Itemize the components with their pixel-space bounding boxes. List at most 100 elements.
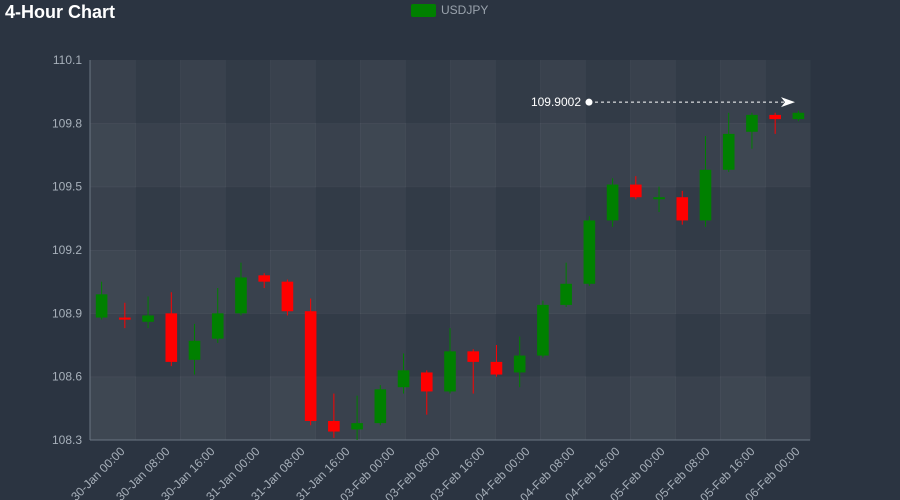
candle-body bbox=[258, 275, 270, 282]
candle-body bbox=[142, 315, 154, 322]
plot-band bbox=[630, 313, 676, 378]
plot-band bbox=[270, 186, 316, 251]
plot-band bbox=[585, 313, 631, 377]
plot-band bbox=[360, 250, 406, 314]
candle-body bbox=[606, 184, 619, 221]
plot-band bbox=[540, 186, 586, 251]
candle-body bbox=[722, 133, 735, 170]
plot-band bbox=[180, 186, 226, 251]
candle-body bbox=[630, 184, 642, 198]
plot-band bbox=[180, 123, 226, 188]
plot-band bbox=[90, 186, 136, 251]
plot-band bbox=[180, 250, 226, 314]
plot-band bbox=[630, 376, 676, 441]
candle-body bbox=[165, 313, 178, 362]
annotation-dot bbox=[585, 98, 593, 106]
plot-band bbox=[90, 123, 136, 188]
legend-label-usdjpy: USDJPY bbox=[441, 3, 489, 17]
plot-band bbox=[90, 60, 136, 124]
legend[interactable]: USDJPY bbox=[411, 3, 488, 17]
plot-band bbox=[630, 186, 676, 251]
plot-band bbox=[225, 313, 271, 377]
plot-band bbox=[360, 313, 406, 378]
plot-band bbox=[720, 313, 766, 378]
plot-band bbox=[405, 313, 451, 377]
plot-band bbox=[495, 123, 541, 188]
plot-band bbox=[135, 187, 181, 251]
plot-band bbox=[315, 60, 361, 124]
candle-body bbox=[699, 169, 712, 221]
plot-band bbox=[675, 250, 721, 314]
plot-band bbox=[495, 376, 541, 441]
plot-band bbox=[225, 123, 271, 188]
plot-band bbox=[315, 313, 361, 377]
plot-band bbox=[495, 60, 541, 124]
y-tick-label: 109.5 bbox=[52, 180, 82, 194]
candle-body bbox=[560, 283, 572, 305]
candle-body bbox=[792, 112, 805, 120]
plot-band bbox=[630, 250, 676, 314]
candle-body bbox=[95, 294, 108, 318]
candle-body bbox=[769, 114, 781, 120]
plot-band bbox=[720, 186, 766, 251]
plot-band bbox=[405, 187, 451, 251]
plot-band bbox=[450, 186, 496, 251]
candle-body bbox=[211, 313, 224, 339]
y-tick-label: 110.1 bbox=[53, 53, 82, 67]
candle-body bbox=[467, 351, 480, 362]
plot-band bbox=[315, 187, 361, 251]
plot-band bbox=[540, 60, 586, 124]
plot-band bbox=[360, 60, 406, 124]
plot-band bbox=[585, 376, 631, 441]
candle-body bbox=[397, 370, 410, 388]
plot-band bbox=[495, 187, 541, 251]
plot-band bbox=[675, 313, 721, 377]
y-tick-label: 108.3 bbox=[52, 433, 82, 447]
plot-band bbox=[765, 250, 811, 314]
candle-body bbox=[304, 311, 317, 421]
candle-body bbox=[537, 304, 549, 356]
candle-body bbox=[119, 317, 131, 320]
plot-band bbox=[720, 60, 766, 124]
plot-band bbox=[405, 60, 451, 124]
plot-band bbox=[630, 60, 676, 124]
plot-band bbox=[540, 123, 586, 188]
annotation-label: 109.9002 bbox=[531, 95, 581, 109]
candle-body bbox=[188, 340, 201, 360]
plot-band bbox=[675, 123, 721, 188]
plot-band bbox=[540, 376, 586, 441]
plot-band bbox=[180, 60, 226, 124]
plot-band bbox=[405, 250, 451, 314]
plot-band bbox=[450, 250, 496, 314]
plot-band bbox=[360, 186, 406, 251]
plot-band bbox=[405, 123, 451, 188]
plot-band bbox=[180, 376, 226, 441]
plot-band bbox=[675, 376, 721, 441]
plot-band bbox=[315, 250, 361, 314]
plot-band bbox=[720, 250, 766, 314]
plot-band bbox=[225, 60, 271, 124]
candle-body bbox=[351, 423, 363, 430]
plot-band bbox=[360, 123, 406, 188]
plot-band bbox=[270, 123, 316, 188]
candle-body bbox=[583, 220, 596, 284]
plot-band bbox=[630, 123, 676, 188]
plot-band bbox=[450, 123, 496, 188]
plot-band bbox=[225, 187, 271, 251]
plot-band bbox=[90, 313, 136, 378]
plot-band bbox=[765, 313, 811, 377]
plot-band bbox=[225, 376, 271, 441]
chart-title: 4-Hour Chart bbox=[5, 2, 116, 22]
candle-body bbox=[374, 389, 387, 424]
candle-body bbox=[281, 281, 294, 312]
plot-band bbox=[765, 123, 811, 188]
plot-band bbox=[585, 60, 631, 124]
candle-body bbox=[235, 277, 247, 314]
plot-band bbox=[135, 123, 181, 188]
plot-band bbox=[135, 60, 181, 124]
candle-body bbox=[513, 355, 526, 373]
candle-body bbox=[328, 421, 340, 432]
y-tick-label: 108.6 bbox=[52, 370, 82, 384]
plot-band bbox=[315, 123, 361, 188]
